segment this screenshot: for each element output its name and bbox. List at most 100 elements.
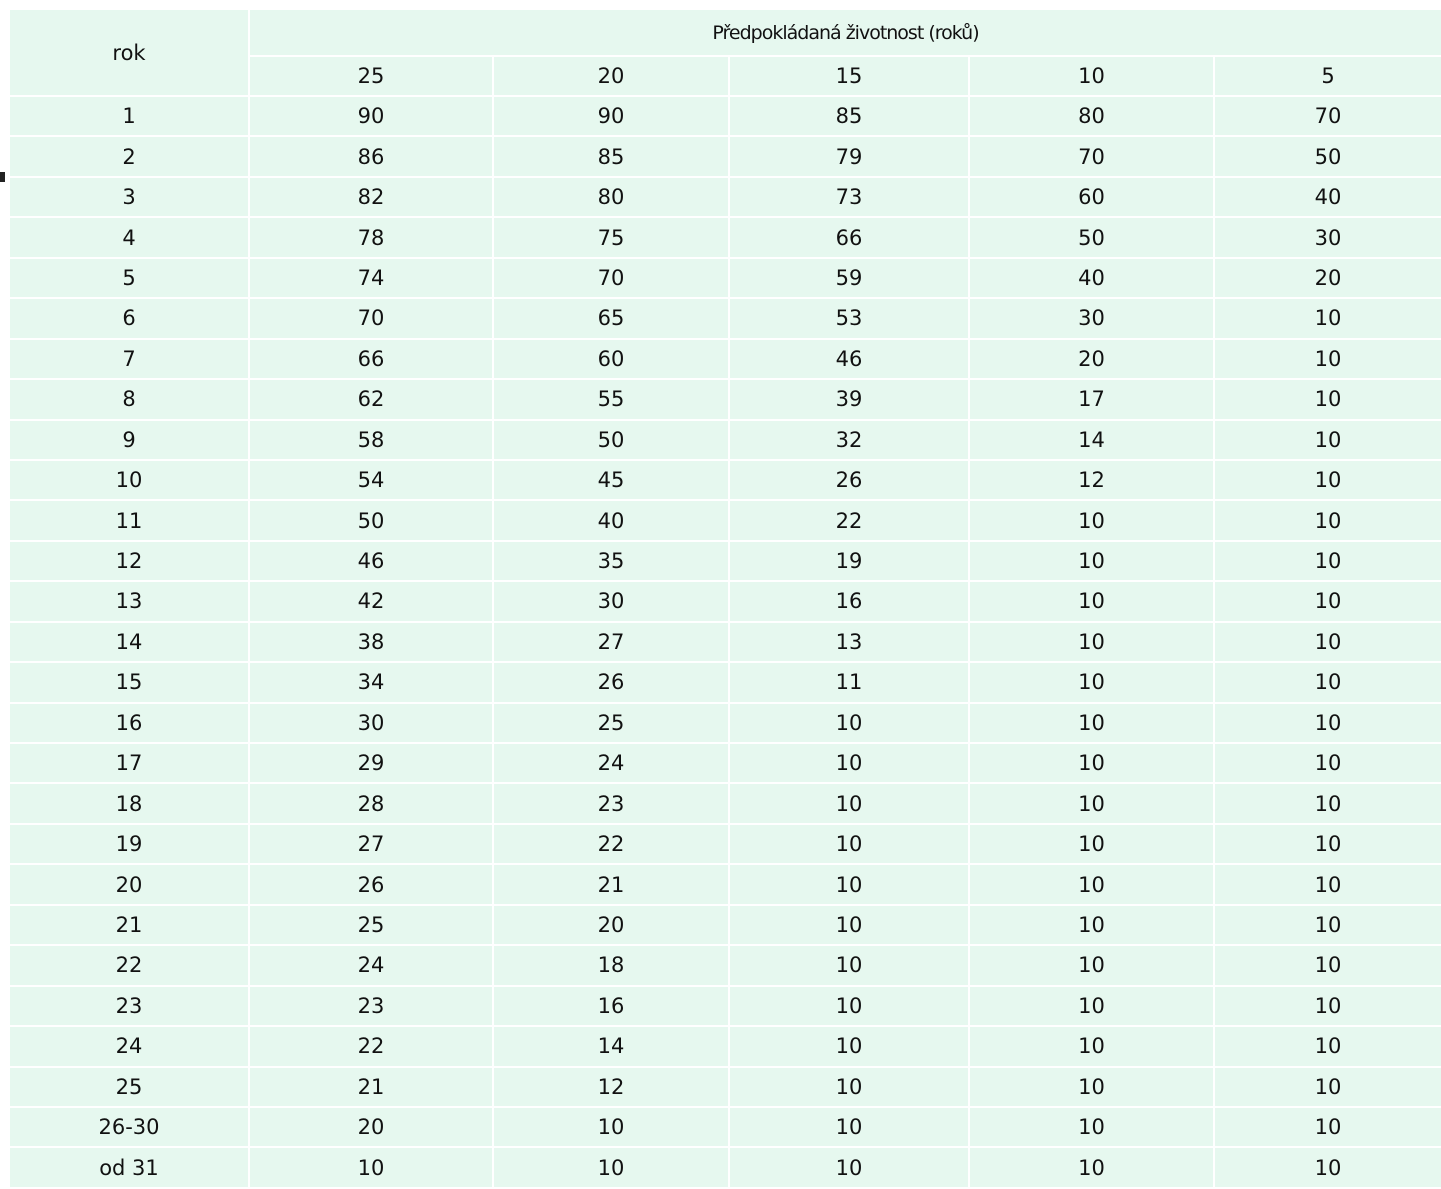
value-cell: 70 xyxy=(492,256,730,300)
value-cell: 12 xyxy=(968,458,1215,502)
value-cell: 60 xyxy=(968,175,1215,219)
value-cell: 53 xyxy=(728,297,970,340)
year-cell: 10 xyxy=(8,458,250,502)
value-cell: 10 xyxy=(1212,863,1441,906)
value-cell: 10 xyxy=(1212,297,1441,340)
table-row: 25 21 12 10 10 10 xyxy=(8,1065,1441,1108)
value-cell: 73 xyxy=(728,175,970,219)
value-cell: 60 xyxy=(492,337,730,381)
table-row: 24 22 14 10 10 10 xyxy=(8,1025,1441,1068)
value-cell: 10 xyxy=(1212,1105,1441,1149)
column-header: 15 xyxy=(728,55,970,97)
value-cell: 10 xyxy=(968,782,1215,825)
value-cell: 10 xyxy=(968,1065,1215,1108)
value-cell: 80 xyxy=(968,94,1215,138)
value-cell: 10 xyxy=(728,1065,970,1108)
value-cell: 34 xyxy=(248,661,494,704)
value-cell: 10 xyxy=(1212,782,1441,825)
value-cell: 10 xyxy=(968,620,1215,664)
value-cell: 86 xyxy=(248,135,494,178)
value-cell: 10 xyxy=(728,984,970,1028)
value-cell: 26 xyxy=(492,661,730,704)
table-row: 20 26 21 10 10 10 xyxy=(8,863,1441,906)
value-cell: 70 xyxy=(248,297,494,340)
table-row: 5 74 70 59 40 20 xyxy=(8,256,1441,300)
table-row: 3 82 80 73 60 40 xyxy=(8,175,1441,219)
value-cell: 30 xyxy=(492,580,730,623)
value-cell: 42 xyxy=(248,580,494,623)
table-row: 4 78 75 66 50 30 xyxy=(8,216,1441,259)
value-cell: 21 xyxy=(492,863,730,906)
value-cell: 22 xyxy=(492,822,730,866)
table-row: 1 90 90 85 80 70 xyxy=(8,94,1441,138)
value-cell: 50 xyxy=(492,418,730,461)
table-row: 13 42 30 16 10 10 xyxy=(8,580,1441,623)
value-cell: 10 xyxy=(1212,741,1441,785)
value-cell: 11 xyxy=(728,661,970,704)
value-cell: 10 xyxy=(728,782,970,825)
table-row: 26-30 20 10 10 10 10 xyxy=(8,1105,1441,1149)
value-cell: 79 xyxy=(728,135,970,178)
year-cell: 18 xyxy=(8,782,250,825)
column-header: 5 xyxy=(1212,55,1441,97)
value-cell: 12 xyxy=(492,1065,730,1108)
value-cell: 46 xyxy=(728,337,970,381)
value-cell: 10 xyxy=(1212,620,1441,664)
value-cell: 66 xyxy=(728,216,970,259)
value-cell: 10 xyxy=(248,1146,494,1189)
value-cell: 40 xyxy=(492,499,730,542)
table-row: 16 30 25 10 10 10 xyxy=(8,701,1441,745)
value-cell: 50 xyxy=(1212,135,1441,178)
value-cell: 18 xyxy=(492,944,730,987)
value-cell: 26 xyxy=(248,863,494,906)
value-cell: 10 xyxy=(968,539,1215,583)
value-cell: 65 xyxy=(492,297,730,340)
year-cell: 3 xyxy=(8,175,250,219)
value-cell: 10 xyxy=(1212,378,1441,421)
value-cell: 30 xyxy=(248,701,494,745)
value-cell: 46 xyxy=(248,539,494,583)
value-cell: 19 xyxy=(728,539,970,583)
table-row: 7 66 60 46 20 10 xyxy=(8,337,1441,381)
column-header: 10 xyxy=(968,55,1215,97)
value-cell: 23 xyxy=(492,782,730,825)
value-cell: 24 xyxy=(492,741,730,785)
value-cell: 82 xyxy=(248,175,494,219)
table-row: 18 28 23 10 10 10 xyxy=(8,782,1441,825)
year-cell: 21 xyxy=(8,903,250,947)
value-cell: 10 xyxy=(1212,499,1441,542)
year-cell: 17 xyxy=(8,741,250,785)
value-cell: 40 xyxy=(1212,175,1441,219)
table-row: 8 62 55 39 17 10 xyxy=(8,378,1441,421)
value-cell: 30 xyxy=(968,297,1215,340)
value-cell: 27 xyxy=(248,822,494,866)
value-cell: 24 xyxy=(248,944,494,987)
value-cell: 78 xyxy=(248,216,494,259)
depreciation-table: rok Předpokládaná životnost (roků) 25 20 1… xyxy=(8,8,1441,1189)
year-cell: 26-30 xyxy=(8,1105,250,1149)
table-row: 22 24 18 10 10 10 xyxy=(8,944,1441,987)
value-cell: 16 xyxy=(728,580,970,623)
value-cell: 90 xyxy=(248,94,494,138)
value-cell: 10 xyxy=(968,1146,1215,1189)
group-header: Předpokládaná životnost (roků) xyxy=(247,8,1441,57)
value-cell: 10 xyxy=(968,661,1215,704)
year-cell: od 31 xyxy=(8,1146,250,1189)
value-cell: 21 xyxy=(248,1065,494,1108)
year-cell: 12 xyxy=(8,539,250,583)
value-cell: 50 xyxy=(248,499,494,542)
value-cell: 10 xyxy=(1212,984,1441,1028)
value-cell: 10 xyxy=(968,701,1215,745)
value-cell: 20 xyxy=(492,903,730,947)
value-cell: 10 xyxy=(728,822,970,866)
value-cell: 10 xyxy=(728,944,970,987)
table-row: 2 86 85 79 70 50 xyxy=(8,135,1441,178)
year-cell: 2 xyxy=(8,135,250,178)
value-cell: 45 xyxy=(492,458,730,502)
value-cell: 10 xyxy=(728,741,970,785)
value-cell: 10 xyxy=(492,1105,730,1149)
value-cell: 10 xyxy=(1212,661,1441,704)
year-cell: 11 xyxy=(8,499,250,542)
value-cell: 10 xyxy=(1212,418,1441,461)
year-cell: 9 xyxy=(8,418,250,461)
